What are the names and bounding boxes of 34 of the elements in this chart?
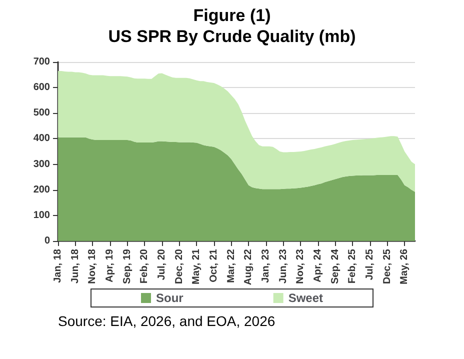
- x-tick-label: Aug, 22: [243, 248, 254, 286]
- x-tick-label: Nov, 18: [87, 248, 98, 284]
- x-tick-label: Feb, 25: [347, 248, 358, 284]
- x-tick-label: May, 21: [191, 248, 202, 284]
- legend-label: Sweet: [288, 291, 324, 305]
- y-tick-label: 300: [33, 158, 50, 170]
- x-tick-label: Jul, 25: [364, 248, 376, 280]
- y-tick-label: 200: [33, 184, 50, 196]
- x-tick-label: Jan, 23: [260, 248, 272, 283]
- y-tick-label: 700: [33, 56, 50, 68]
- x-tick-label: Sep, 24: [330, 248, 341, 284]
- legend-label: Sour: [156, 291, 184, 305]
- x-tick-label: Oct, 21: [208, 248, 220, 282]
- y-tick-label: 0: [44, 236, 50, 246]
- x-tick-label: Nov, 23: [295, 248, 306, 284]
- chart-subtitle: US SPR By Crude Quality (mb): [108, 27, 356, 46]
- x-tick-label: Sep, 19: [122, 248, 133, 284]
- x-tick-label: Dec, 25: [382, 248, 393, 284]
- x-tick-label: Feb, 20: [139, 248, 150, 284]
- x-tick-label: Dec, 20: [174, 248, 185, 284]
- y-tick-label: 600: [33, 82, 50, 94]
- x-tick-label: Apr, 24: [312, 248, 324, 282]
- x-tick-label: Jun, 23: [278, 248, 289, 284]
- x-tick-label: Jun, 18: [70, 248, 81, 284]
- source-note: Source: EIA, 2026, and EOA, 2026: [58, 313, 276, 329]
- y-tick-label: 400: [33, 133, 50, 144]
- x-tick-label: Mar, 22: [226, 248, 237, 283]
- x-tick-label: Jan, 18: [52, 248, 64, 283]
- x-tick-label: May, 26: [399, 248, 410, 284]
- x-tick-label: Jul, 20: [156, 248, 168, 280]
- y-tick-label: 500: [33, 108, 50, 119]
- y-tick-label: 100: [33, 210, 50, 221]
- chart-title: Figure (1): [193, 6, 271, 25]
- x-tick-label: Apr, 19: [104, 248, 116, 282]
